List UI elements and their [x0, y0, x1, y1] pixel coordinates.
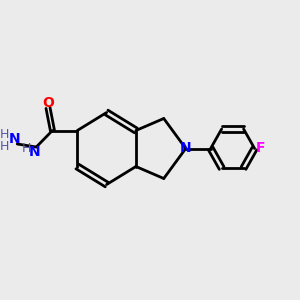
Text: H: H [21, 142, 31, 155]
Text: H: H [0, 140, 9, 154]
Text: N: N [8, 133, 20, 146]
Text: N: N [29, 146, 41, 159]
Text: H: H [0, 128, 9, 142]
Text: N: N [180, 142, 191, 155]
Text: O: O [42, 97, 54, 110]
Text: F: F [256, 142, 265, 155]
